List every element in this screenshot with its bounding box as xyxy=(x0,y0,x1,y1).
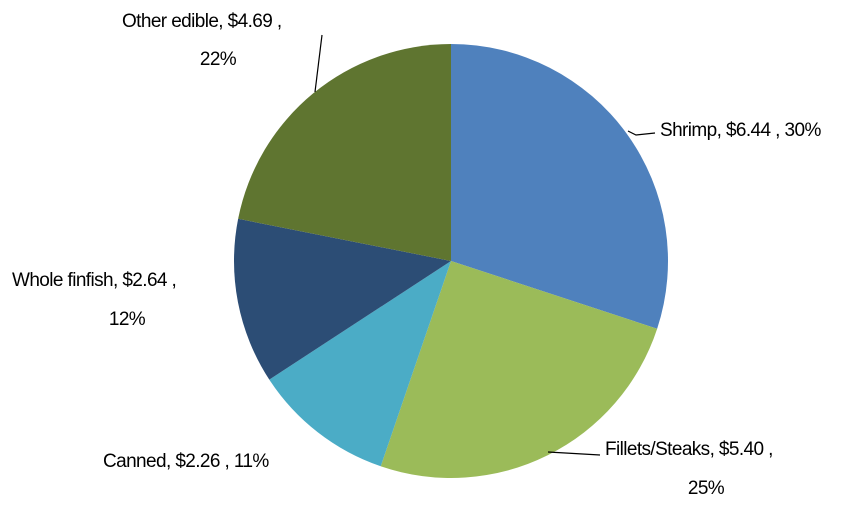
data-label: Shrimp, $6.44 , 30% xyxy=(660,120,821,141)
data-label: Whole finfish, $2.64 , xyxy=(12,270,176,291)
pie-slice xyxy=(269,261,451,467)
data-label: Other edible, $4.69 , xyxy=(122,11,282,32)
leader-line xyxy=(627,130,656,136)
pie-slice xyxy=(451,44,668,329)
pie-slice xyxy=(234,218,451,380)
data-label: 25% xyxy=(688,478,725,499)
data-label: Fillets/Steaks, $5.40 , xyxy=(605,439,773,460)
data-label: 12% xyxy=(109,309,146,330)
pie-slice xyxy=(380,261,658,478)
data-label: Canned, $2.26 , 11% xyxy=(103,451,269,472)
pie-slice xyxy=(238,44,451,261)
leader-line xyxy=(314,34,323,93)
leader-line xyxy=(547,451,601,456)
data-label: 22% xyxy=(200,49,237,70)
